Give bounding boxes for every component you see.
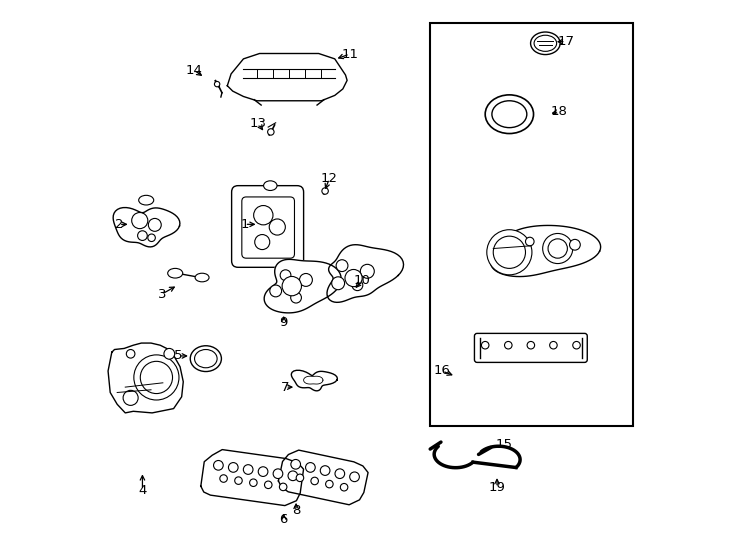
Text: 19: 19: [489, 481, 506, 494]
Polygon shape: [278, 450, 368, 505]
Circle shape: [250, 479, 257, 487]
Polygon shape: [113, 207, 180, 247]
Circle shape: [126, 349, 135, 358]
Polygon shape: [108, 343, 184, 413]
Text: 6: 6: [280, 514, 288, 526]
Circle shape: [504, 341, 512, 349]
Circle shape: [235, 477, 242, 484]
Circle shape: [493, 236, 526, 268]
Ellipse shape: [195, 273, 209, 282]
Ellipse shape: [534, 35, 556, 51]
Circle shape: [123, 390, 138, 406]
Text: 13: 13: [250, 117, 267, 130]
Circle shape: [273, 469, 283, 478]
Text: 7: 7: [281, 381, 290, 394]
Text: 8: 8: [292, 504, 300, 517]
Ellipse shape: [492, 101, 527, 127]
Text: 5: 5: [174, 349, 182, 362]
Circle shape: [131, 213, 148, 228]
Circle shape: [548, 239, 567, 258]
Ellipse shape: [485, 95, 534, 133]
Polygon shape: [291, 370, 338, 391]
Polygon shape: [491, 225, 600, 276]
Circle shape: [288, 471, 298, 481]
Circle shape: [254, 206, 273, 225]
Circle shape: [527, 341, 534, 349]
Circle shape: [352, 280, 363, 291]
Text: 2: 2: [115, 218, 123, 231]
Circle shape: [148, 218, 161, 231]
Ellipse shape: [531, 32, 560, 55]
Circle shape: [291, 460, 300, 469]
Text: 9: 9: [280, 316, 288, 329]
Circle shape: [280, 270, 291, 281]
Circle shape: [282, 276, 302, 296]
Circle shape: [570, 239, 581, 250]
Circle shape: [244, 465, 253, 474]
Circle shape: [137, 231, 148, 240]
Circle shape: [280, 483, 287, 491]
Circle shape: [269, 219, 286, 235]
Polygon shape: [264, 259, 341, 313]
Text: 1: 1: [240, 218, 249, 231]
Circle shape: [341, 483, 348, 491]
Circle shape: [297, 474, 304, 482]
Circle shape: [526, 237, 534, 246]
Circle shape: [322, 188, 328, 194]
Ellipse shape: [195, 349, 217, 368]
Ellipse shape: [167, 268, 183, 278]
Circle shape: [360, 264, 374, 278]
Text: 3: 3: [158, 288, 166, 301]
Polygon shape: [201, 450, 304, 505]
Circle shape: [550, 341, 557, 349]
Circle shape: [164, 348, 175, 359]
Text: 10: 10: [353, 274, 370, 287]
Circle shape: [214, 461, 223, 470]
Circle shape: [345, 269, 362, 287]
Text: 18: 18: [551, 105, 568, 118]
Circle shape: [311, 477, 319, 485]
Circle shape: [140, 361, 172, 394]
FancyBboxPatch shape: [232, 186, 304, 267]
Circle shape: [573, 341, 581, 349]
Circle shape: [482, 341, 489, 349]
Circle shape: [255, 234, 270, 249]
Circle shape: [264, 481, 272, 489]
Ellipse shape: [190, 346, 222, 372]
Polygon shape: [228, 53, 347, 101]
Text: 17: 17: [557, 35, 574, 48]
Circle shape: [299, 273, 313, 286]
Text: 12: 12: [321, 172, 338, 185]
Circle shape: [291, 292, 302, 303]
Text: 16: 16: [434, 364, 451, 377]
Circle shape: [228, 463, 238, 472]
Circle shape: [305, 463, 315, 472]
Circle shape: [270, 285, 282, 297]
Text: 14: 14: [186, 64, 203, 77]
Circle shape: [268, 129, 274, 135]
Circle shape: [349, 472, 360, 482]
Text: 11: 11: [341, 48, 358, 60]
Circle shape: [335, 469, 345, 478]
Ellipse shape: [139, 195, 153, 205]
Circle shape: [542, 233, 573, 264]
Circle shape: [148, 234, 156, 241]
Circle shape: [134, 355, 179, 400]
Bar: [430, 23, 633, 426]
Text: 15: 15: [496, 438, 513, 451]
Circle shape: [320, 465, 330, 475]
Circle shape: [326, 481, 333, 488]
Circle shape: [258, 467, 268, 476]
Circle shape: [336, 260, 348, 272]
Circle shape: [219, 475, 228, 482]
Text: 4: 4: [138, 484, 147, 497]
Circle shape: [214, 82, 219, 87]
Circle shape: [332, 277, 344, 289]
Polygon shape: [327, 245, 404, 302]
Ellipse shape: [264, 181, 277, 191]
FancyBboxPatch shape: [474, 333, 587, 362]
Circle shape: [487, 230, 532, 275]
